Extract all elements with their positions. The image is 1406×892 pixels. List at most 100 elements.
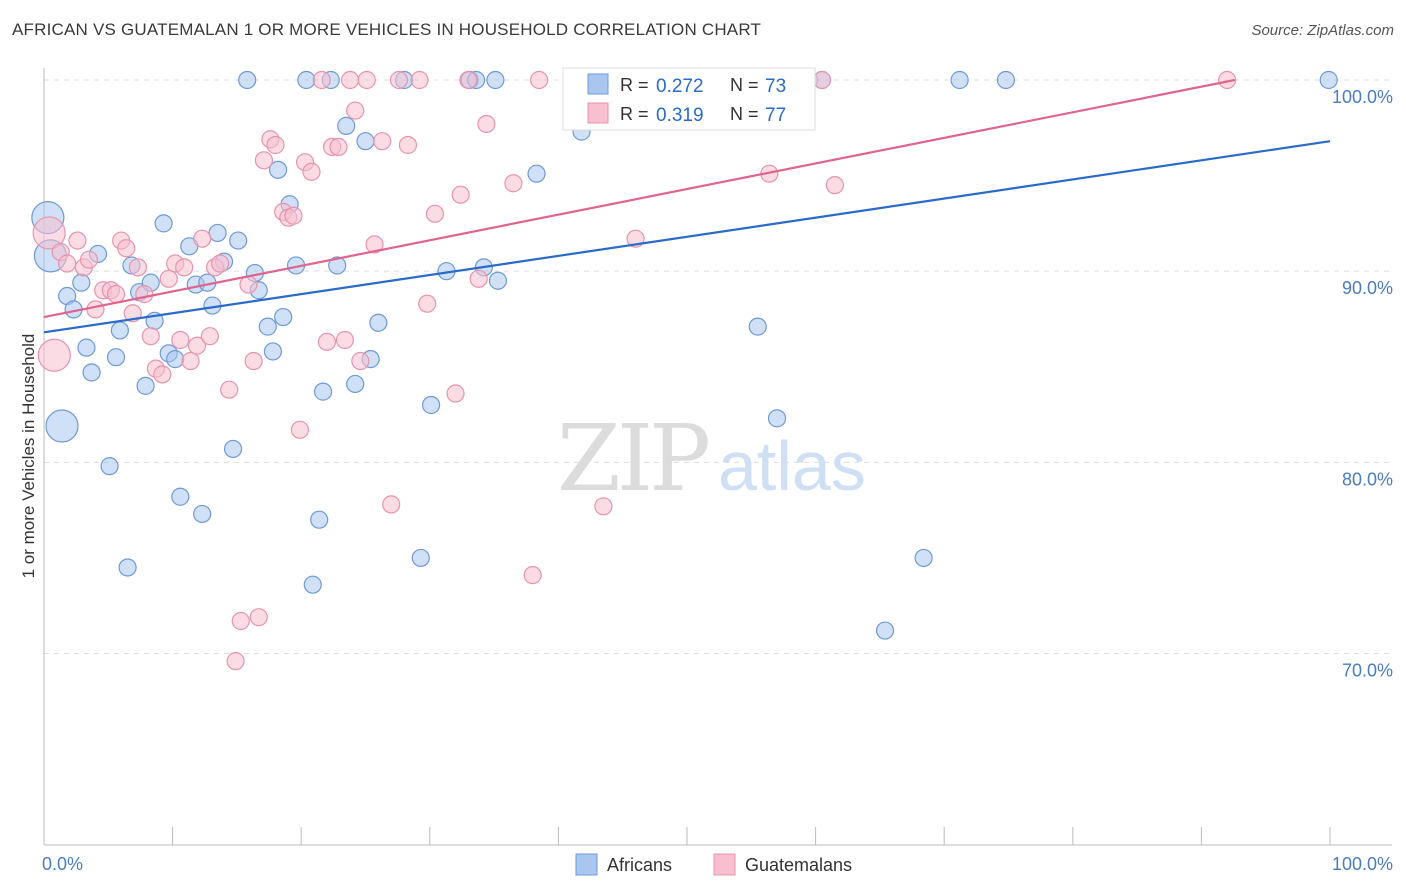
guatemalan-point <box>141 327 160 346</box>
axis-layer: 70.0% 80.0% 90.0% 100.0% 0.0% 100.0% <box>42 68 1393 874</box>
guatemalan-point <box>193 229 212 248</box>
legend-r-label-africans: R = <box>620 75 649 95</box>
watermark-atlas: atlas <box>718 427 866 505</box>
guatemalan-point <box>128 258 147 277</box>
guatemalan-point <box>530 70 549 90</box>
legend-n-label-guatemalans: N = <box>730 104 759 124</box>
african-point <box>118 558 137 577</box>
african-point <box>45 409 79 443</box>
guatemalan-point <box>523 566 542 585</box>
guatemalans-trend-line <box>43 78 1236 319</box>
trend-layer <box>43 78 1331 334</box>
african-point <box>486 70 505 90</box>
african-point <box>77 338 96 357</box>
guatemalan-point <box>249 608 268 627</box>
african-point <box>996 70 1016 90</box>
guatemalan-point <box>135 285 154 304</box>
guatemalan-point <box>812 70 832 90</box>
guatemalan-point <box>200 327 219 346</box>
guatemalan-point <box>58 254 77 273</box>
guatemalan-point <box>469 269 488 288</box>
guatemalan-point <box>389 70 409 90</box>
guatemalan-point <box>346 101 365 120</box>
legend-swatch-africans <box>587 73 609 95</box>
legend-r-value-guatemalans: 0.319 <box>656 105 704 126</box>
african-point <box>875 621 895 640</box>
guatemalan-point <box>1218 70 1237 90</box>
guatemalan-point <box>382 495 401 514</box>
y-tick-label: 70.0% <box>1342 661 1393 681</box>
guatemalan-point <box>357 70 376 90</box>
guatemalan-point <box>451 185 470 204</box>
guatemalan-point <box>312 70 331 90</box>
african-point <box>328 256 347 275</box>
guatemalan-point <box>254 151 274 170</box>
top-legend: R = 0.272 N = 73 R = 0.319 N = 77 <box>562 67 816 131</box>
african-point <box>488 271 508 290</box>
legend-n-value-africans: 73 <box>765 76 786 97</box>
guatemalan-point <box>181 351 200 371</box>
points-layer <box>31 70 1338 671</box>
guatemalan-point <box>446 384 465 403</box>
guatemalan-point <box>226 652 245 671</box>
african-point <box>914 548 933 568</box>
watermark-zip: ZIP <box>557 405 708 512</box>
guatemalan-point <box>266 135 285 155</box>
guatemalan-point <box>504 174 523 193</box>
source-credit: Source: ZipAtlas.com <box>1251 22 1394 39</box>
y-tick-label: 100.0% <box>1332 87 1393 107</box>
african-point <box>208 223 227 243</box>
x-tick-label-start: 0.0% <box>42 854 83 874</box>
african-point <box>421 395 441 415</box>
african-point <box>238 70 257 90</box>
guatemalan-point <box>117 239 136 258</box>
african-point <box>310 510 329 529</box>
guatemalan-point <box>231 611 250 631</box>
african-point <box>263 342 283 361</box>
african-point <box>223 439 243 459</box>
africans-trend-line <box>43 140 1331 334</box>
guatemalan-point <box>418 294 437 313</box>
african-point <box>154 214 173 233</box>
african-point <box>337 116 356 135</box>
guatemalan-point <box>106 285 126 304</box>
legend-swatch-guatemalans <box>587 102 609 124</box>
african-point <box>297 70 316 90</box>
african-point <box>1319 70 1338 90</box>
guatemalan-point <box>351 351 370 371</box>
guatemalan-point <box>302 162 321 181</box>
guatemalan-point <box>86 300 105 319</box>
african-point <box>106 348 126 367</box>
bottom-legend: Africans Guatemalans <box>575 853 852 876</box>
x-tick-label-end: 100.0% <box>1332 854 1393 874</box>
african-point <box>72 273 91 292</box>
african-point <box>950 70 969 90</box>
african-point <box>258 317 277 336</box>
guatemalan-point <box>290 420 310 439</box>
african-point <box>193 504 212 524</box>
african-point <box>268 160 288 179</box>
legend-r-value-africans: 0.272 <box>656 76 704 97</box>
african-point <box>171 487 190 506</box>
legend-r-label-guatemalans: R = <box>620 104 649 124</box>
guatemalan-point <box>153 365 172 384</box>
guatemalan-point <box>373 132 392 151</box>
bottom-legend-swatch-africans <box>575 853 598 876</box>
guatemalan-point <box>317 332 337 351</box>
guatemalan-point <box>594 497 613 516</box>
african-point <box>346 374 365 394</box>
african-point <box>110 321 129 340</box>
guatemalan-point <box>340 70 360 90</box>
legend-n-value-guatemalans: 77 <box>765 105 786 126</box>
guatemalan-point <box>335 330 355 350</box>
y-tick-label: 90.0% <box>1342 278 1393 298</box>
african-point <box>748 317 767 336</box>
guatemalan-point <box>244 351 263 371</box>
bottom-legend-label-africans: Africans <box>607 855 672 875</box>
guatemalan-point <box>175 258 194 277</box>
african-point <box>356 132 375 151</box>
african-point <box>313 382 333 401</box>
grid-layer <box>44 79 1392 654</box>
african-point <box>767 409 787 428</box>
